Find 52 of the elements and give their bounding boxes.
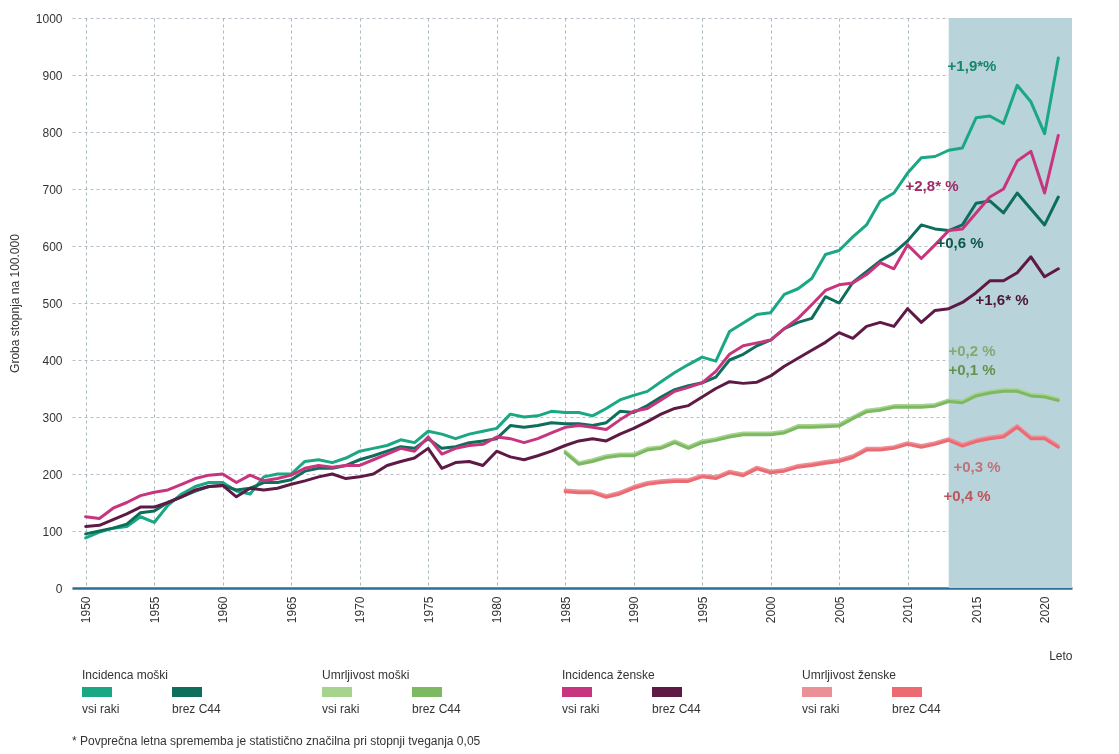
- x-axis-title: Leto: [1049, 648, 1073, 663]
- y-tick-label: 300: [42, 410, 63, 425]
- line-series: [84, 56, 1060, 540]
- text: Incidenca ženske: [562, 668, 656, 682]
- x-tick-label: 1995: [695, 596, 710, 624]
- legend-label: vsi raki: [802, 702, 840, 716]
- x-tick-label: 2020: [1038, 596, 1053, 624]
- y-tick-label: 700: [42, 182, 63, 197]
- legend-label: vsi raki: [82, 702, 120, 716]
- legend-label: brez C44: [412, 702, 462, 716]
- legend-label: brez C44: [172, 702, 222, 716]
- annotation: +0,2 %: [948, 342, 996, 360]
- legend-label: brez C44: [892, 702, 942, 716]
- annotation: +0,4 %: [943, 486, 991, 504]
- y-tick-label: 800: [42, 125, 63, 140]
- y-tick-label: 500: [42, 296, 63, 311]
- x-tick-label: 1980: [490, 596, 505, 624]
- legend-label: vsi raki: [562, 702, 600, 716]
- x-tick-label: 1965: [284, 596, 299, 624]
- x-tick-label: 1975: [421, 596, 436, 624]
- annotation: +0,3 %: [953, 457, 1001, 475]
- annotation: +0,1 %: [948, 360, 996, 378]
- legend-label: vsi raki: [322, 702, 360, 716]
- annotation: +2,8* %: [905, 177, 959, 195]
- text: Umrljivost ženske: [802, 668, 897, 682]
- y-tick-label: 200: [42, 467, 63, 482]
- y-tick-label: 600: [42, 239, 63, 254]
- line-series: [84, 255, 1060, 528]
- y-tick-label: 400: [42, 353, 63, 368]
- y-tick-label: 100: [42, 524, 63, 539]
- x-tick-label: 1950: [79, 596, 94, 624]
- x-tick-label: 1970: [353, 596, 368, 624]
- y-tick-label: 900: [42, 68, 63, 83]
- annotation: +1,6* %: [975, 291, 1029, 309]
- x-tick-label: 1960: [216, 596, 231, 624]
- x-tick-label: 2005: [832, 596, 847, 624]
- x-tick-label: 2010: [901, 596, 916, 624]
- y-axis-title: Groba stopnja na 100.000: [7, 233, 22, 373]
- y-tick-label: 0: [55, 581, 63, 596]
- text: Incidenca moški: [82, 668, 169, 682]
- x-tick-label: 1985: [558, 596, 573, 624]
- annotation: +0,6 %: [936, 234, 984, 252]
- y-tick-label: 1000: [35, 11, 63, 26]
- text: * Povprečna letna sprememba je statistično značilna pri stopnji tveganja 0,05: [72, 734, 481, 748]
- text: Umrljivost moški: [322, 668, 410, 682]
- legend-label: brez C44: [652, 702, 702, 716]
- x-tick-label: 1990: [627, 596, 642, 624]
- line-series: [84, 133, 1060, 520]
- x-tick-label: 2000: [764, 596, 779, 624]
- x-tick-label: 2015: [969, 596, 984, 624]
- annotation: +1,9*%: [947, 57, 997, 75]
- x-tick-label: 1955: [147, 596, 162, 624]
